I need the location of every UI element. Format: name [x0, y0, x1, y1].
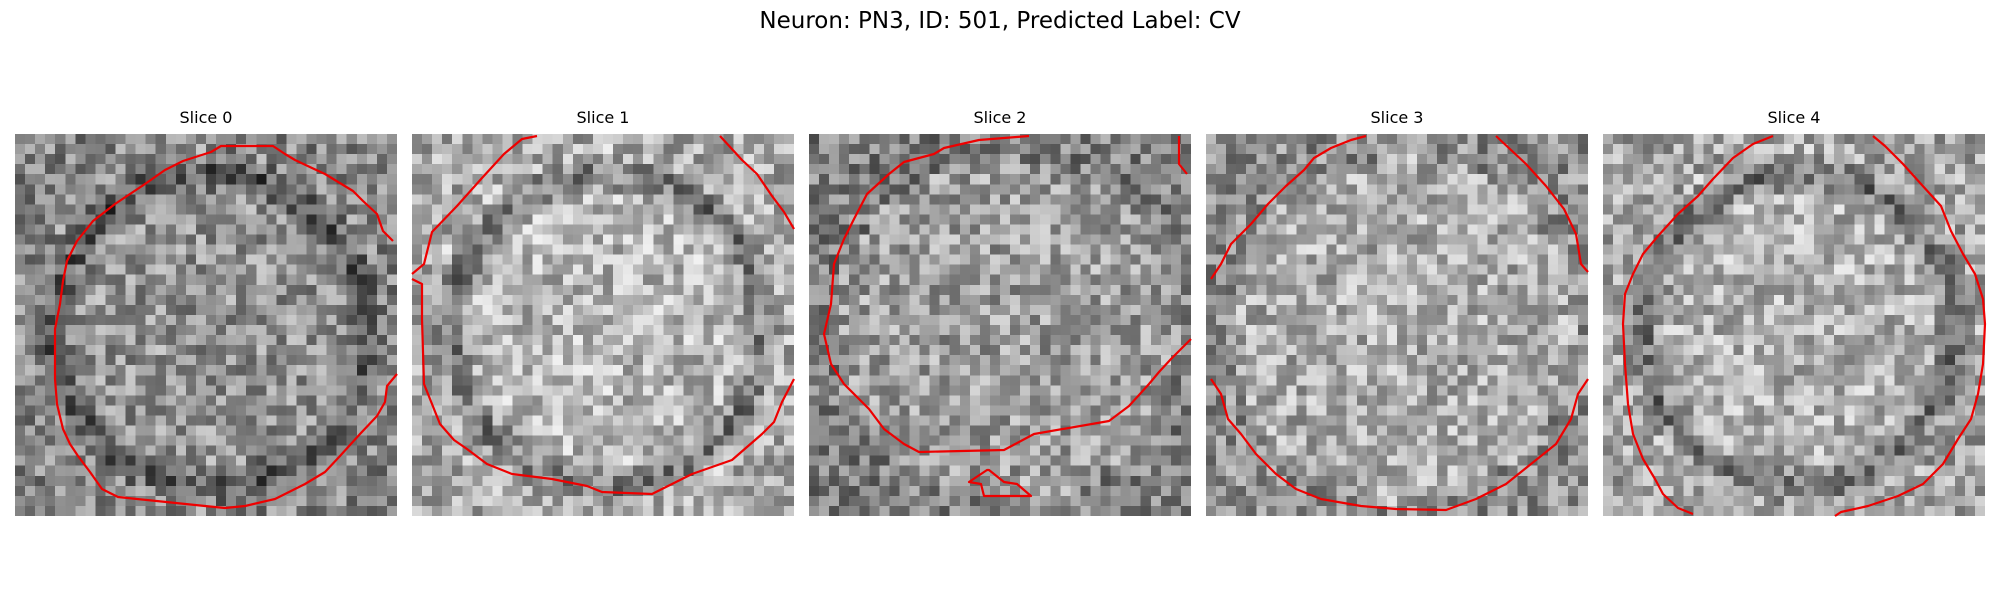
slice-image-1: [412, 134, 794, 516]
slice-image-2: [809, 134, 1191, 516]
contour-line-4: [1621, 134, 1987, 517]
slice-image-4: [1603, 134, 1985, 516]
contour-line-2: [822, 134, 1192, 498]
contour-line-1: [411, 134, 795, 496]
slice-title-1: Slice 1: [576, 108, 630, 127]
contour-line-0: [53, 144, 398, 510]
slice-image-3: [1206, 134, 1588, 516]
contour-line-3: [1210, 134, 1589, 512]
slice-title-0: Slice 0: [179, 108, 233, 127]
slice-title-4: Slice 4: [1767, 108, 1821, 127]
slice-title-3: Slice 3: [1370, 108, 1424, 127]
slice-title-2: Slice 2: [973, 108, 1027, 127]
slice-image-0: [15, 134, 397, 516]
suptitle: Neuron: PN3, ID: 501, Predicted Label: C…: [759, 8, 1241, 34]
